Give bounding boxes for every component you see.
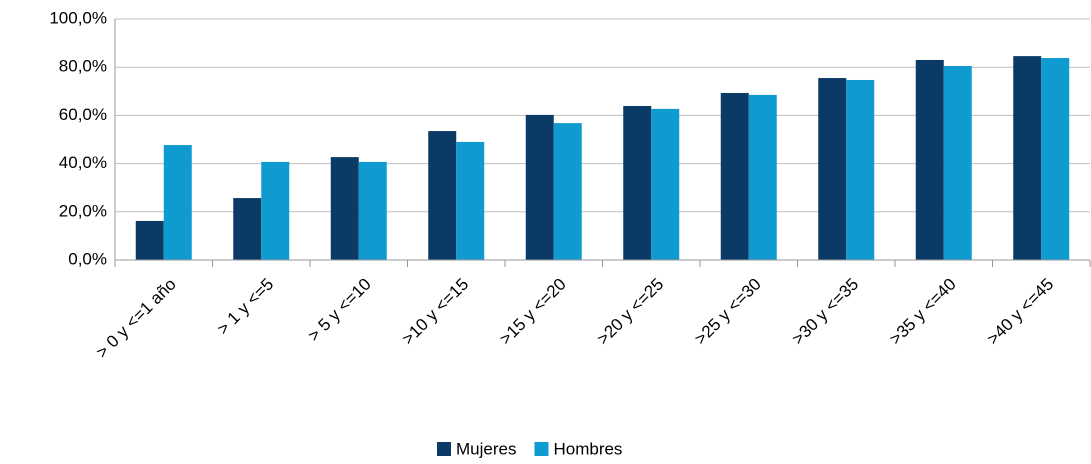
legend-swatch (437, 442, 451, 456)
bar (428, 131, 457, 260)
x-tick-label: > 0 y <=1 año (92, 275, 179, 362)
bar (358, 161, 387, 260)
x-tick-label: >10 y <=15 (398, 275, 472, 349)
bar (846, 79, 875, 261)
bar (651, 108, 680, 260)
bar (135, 220, 164, 260)
y-tick-label: 0,0% (68, 249, 107, 268)
bar (553, 123, 582, 260)
bar (456, 141, 485, 260)
y-tick-label: 100,0% (49, 8, 107, 27)
bar (330, 157, 359, 260)
bar (748, 94, 777, 260)
legend-label: Mujeres (456, 439, 516, 458)
x-tick-label: >40 y <=45 (983, 275, 1057, 349)
bar (525, 114, 554, 260)
x-tick-label: > 5 y <=10 (304, 275, 375, 346)
bar (818, 78, 847, 260)
y-tick-label: 40,0% (59, 153, 107, 172)
y-tick-label: 20,0% (59, 201, 107, 220)
bar (1013, 56, 1042, 260)
legend-swatch (534, 442, 549, 456)
legend-label: Hombres (553, 439, 622, 458)
x-tick-label: >30 y <=35 (788, 275, 862, 349)
x-tick-label: >35 y <=40 (886, 275, 960, 349)
y-tick-label: 80,0% (59, 57, 107, 76)
x-tick-label: > 1 y <=5 (213, 275, 277, 339)
bar (720, 92, 749, 260)
x-tick-label: >15 y <=20 (496, 275, 570, 349)
bar (623, 106, 652, 260)
x-tick-label: >25 y <=30 (691, 275, 765, 349)
bar (233, 198, 262, 260)
bar (915, 59, 944, 260)
bar (261, 161, 290, 260)
bar (163, 145, 192, 260)
bar (1041, 58, 1070, 261)
y-tick-label: 60,0% (59, 105, 107, 124)
x-tick-label: >20 y <=25 (593, 275, 667, 349)
bar (943, 65, 972, 261)
